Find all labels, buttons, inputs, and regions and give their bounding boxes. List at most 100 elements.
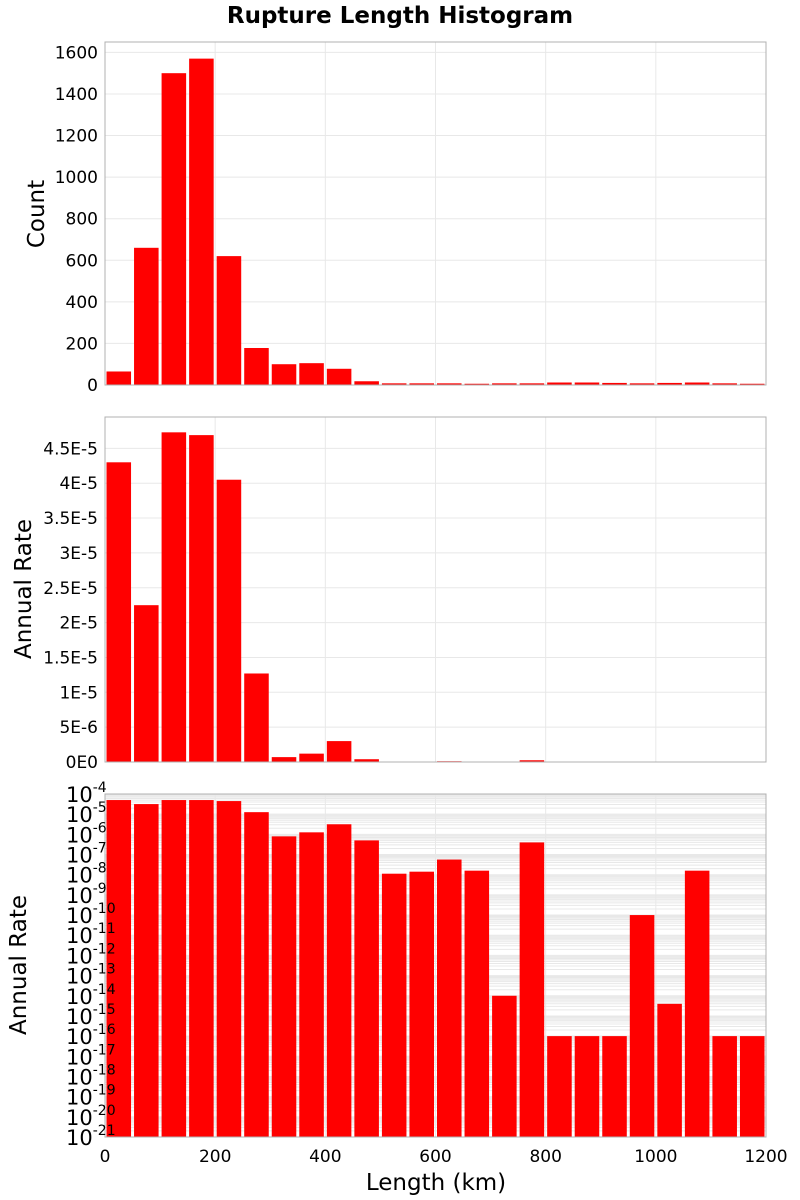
histogram-bar [134,605,159,762]
count-plot-frame [104,41,767,386]
histogram-bar [712,383,737,385]
histogram-bar [519,842,545,1137]
y-tick-label: 1600 [55,43,98,63]
histogram-bar [409,871,434,1137]
y-tick-label: 1000 [55,168,98,188]
histogram-bar [381,383,407,385]
annual-rate-log-y-axis-label: Annual Rate [6,895,32,1035]
histogram-bar [547,382,572,385]
histogram-bar [657,1003,682,1137]
log-y-tick-label: 10-16 [66,1022,116,1049]
x-tick-label: 200 [199,1147,231,1167]
log-y-tick-label: 10-21 [66,1123,116,1150]
histogram-bar [602,382,627,385]
histogram-bar [106,462,132,762]
y-tick-label: 400 [66,293,98,313]
y-tick-label: 0E0 [66,753,98,773]
histogram-bar [326,824,352,1137]
log-y-tick-label: 10-10 [66,901,116,928]
x-tick-label: 0 [100,1147,111,1167]
histogram-bar [492,383,517,385]
histogram-bar [189,58,214,385]
log-y-tick-label: 10-17 [66,1042,116,1069]
log-y-tick-label: 10-7 [66,841,107,868]
y-tick-label: 600 [66,251,98,271]
x-tick-label: 600 [419,1147,451,1167]
log-y-tick-label: 10-9 [66,881,107,908]
histogram-bar [189,800,214,1137]
annual-rate-linear-panel: 0E0 5E-6 1E-5 1.5E-5 2E-5 2.5E-5 3E-5 3.5E-5 4E-… [11,416,767,773]
log-y-tick-label: 10-11 [66,921,116,948]
histogram-bar [464,870,490,1137]
histogram-bar [409,383,434,385]
histogram-bar [684,870,710,1137]
histogram-bar [464,383,490,385]
histogram-bar [739,383,765,385]
log-y-tick-label: 10-20 [66,1103,116,1130]
log-y-tick-label: 10-6 [66,820,107,847]
log-y-tick-label: 10-8 [66,861,107,888]
histogram-bar [519,760,545,762]
y-tick-label: 3.5E-5 [43,509,98,529]
histogram-bar [271,836,297,1137]
histogram-bar [629,915,655,1137]
count-panel: 0 200 400 600 800 1000 1200 1400 1600 Count [24,41,767,396]
log-y-tick-label: 10-5 [66,800,107,827]
y-tick-label: 1200 [55,127,98,147]
y-tick-label: 2E-5 [59,614,98,634]
annual-rate-log-panel: 10-410-510-610-710-810-910-1010-1110-121… [6,780,767,1150]
histogram-bar [216,479,242,762]
histogram-bar [739,1036,765,1137]
histogram-bar [381,873,407,1137]
chart-title: Rupture Length Histogram [227,3,573,29]
histogram-bar [271,364,297,385]
histogram-bar [271,757,297,762]
histogram-bar [161,73,187,385]
histogram-bar [326,368,352,385]
x-tick-label: 400 [309,1147,341,1167]
x-tick-label: 1000 [634,1147,677,1167]
y-tick-label: 1400 [55,85,98,105]
log-y-tick-label: 10-14 [66,982,116,1009]
annual-rate-linear-y-axis-label: Annual Rate [11,519,37,659]
log-y-tick-label: 10-12 [66,941,116,968]
histogram-bar [712,1036,737,1137]
histogram-bar [161,432,187,762]
histogram-bar [134,804,159,1137]
y-tick-label: 3E-5 [59,544,98,564]
log-y-tick-label: 10-18 [66,1062,116,1089]
histogram-bar [547,1036,572,1137]
histogram-bar [299,753,324,762]
histogram-bar [216,256,242,385]
y-tick-label: 4E-5 [59,474,98,494]
histogram-bar [519,383,545,385]
annual-rate-linear-plot-frame [104,416,767,763]
histogram-bar [684,382,710,385]
x-tick-label: 1200 [744,1147,787,1167]
histogram-bar [354,381,379,385]
histogram-bar [437,383,462,385]
y-tick-label: 2.5E-5 [43,579,98,599]
y-tick-label: 5E-6 [59,718,98,738]
log-y-tick-label: 10-19 [66,1083,116,1110]
histogram-bar [244,673,269,762]
y-tick-label: 4.5E-5 [43,439,98,459]
x-axis-ticks: 0 200 400 600 800 1000 1200 [100,1147,788,1167]
histogram-bar [244,812,269,1137]
y-tick-label: 800 [66,210,98,230]
x-axis-label: Length (km) [366,1170,506,1196]
log-y-tick-label: 10-15 [66,1002,116,1029]
histogram-bar [354,840,379,1137]
histogram-bar [326,741,352,762]
y-tick-label: 1.5E-5 [43,648,98,668]
histogram-bar [161,800,187,1137]
y-tick-label: 200 [66,334,98,354]
histogram-bar [574,1036,600,1137]
annual-rate-log-plot-frame [104,793,767,1138]
histogram-bar [299,832,324,1137]
histogram-bar [602,1036,627,1137]
histogram-bar [106,371,132,385]
y-tick-label: 0 [87,376,98,396]
histogram-bar [657,382,682,385]
